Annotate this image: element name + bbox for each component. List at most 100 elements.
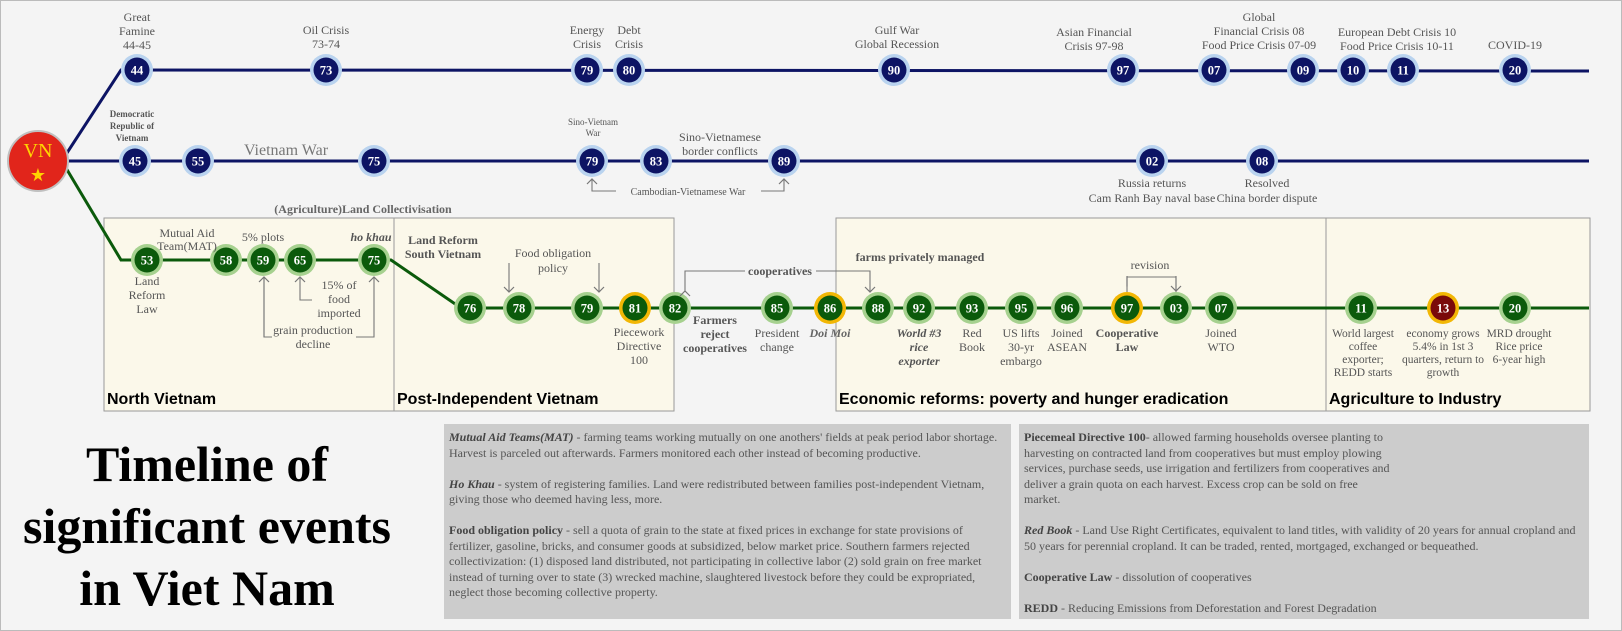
agriculture-node[interactable]: 81 <box>619 292 651 324</box>
agriculture-node[interactable]: 82 <box>659 292 691 324</box>
node-dot <box>1114 295 1140 321</box>
arrow-head <box>778 178 790 185</box>
political-node[interactable]: 55 <box>182 145 214 177</box>
node-year: 97 <box>1121 302 1134 316</box>
crisis-node[interactable]: 80 <box>613 54 645 86</box>
crisis-node[interactable]: 09 <box>1287 54 1319 86</box>
agriculture-node[interactable]: 88 <box>862 292 894 324</box>
node-year: 11 <box>1355 302 1367 316</box>
agriculture-node[interactable]: 11 <box>1345 292 1377 324</box>
political-node[interactable]: 08 <box>1246 145 1278 177</box>
agriculture-node[interactable]: 20 <box>1499 292 1531 324</box>
node-year: 02 <box>1146 155 1159 169</box>
agriculture-node[interactable]: 93 <box>956 292 988 324</box>
node-dot <box>122 148 148 174</box>
crisis-node[interactable]: 10 <box>1337 54 1369 86</box>
crisis-node[interactable]: 73 <box>310 54 342 86</box>
node-year: 03 <box>1170 302 1183 316</box>
event-label: European Debt Crisis 10 Food Price Crisis… <box>1338 25 1456 53</box>
node-dot <box>764 295 790 321</box>
arrow-head <box>503 286 515 293</box>
node-year: 85 <box>771 302 784 316</box>
crisis-node[interactable]: 97 <box>1107 54 1139 86</box>
event-label: Mutual Aid Team(MAT) <box>157 226 217 253</box>
agriculture-node[interactable]: 95 <box>1005 292 1037 324</box>
node-year: 81 <box>629 302 642 316</box>
node-year: 75 <box>368 155 381 169</box>
event-label: US lifts 30-yr embargo <box>1000 326 1042 368</box>
agriculture-node[interactable]: 85 <box>761 292 793 324</box>
agriculture-node[interactable]: 76 <box>454 292 486 324</box>
arrow-head <box>864 286 876 293</box>
node-year: 95 <box>1015 302 1028 316</box>
political-node[interactable]: 83 <box>640 145 672 177</box>
event-label: Gulf War Global Recession <box>855 23 939 51</box>
event-label: Asian Financial Crisis 97-98 <box>1056 25 1132 53</box>
node-dot <box>817 295 843 321</box>
crisis-node[interactable]: 79 <box>571 54 603 86</box>
node-dot <box>213 247 239 273</box>
node-dot <box>124 57 150 83</box>
event-label: economy grows 5.4% in 1st 3 quarters, retu… <box>1402 328 1484 379</box>
event-label: Food obligation policy <box>515 246 591 275</box>
political-node[interactable]: 45 <box>119 145 151 177</box>
node-dot <box>313 57 339 83</box>
agriculture-node[interactable]: 53 <box>131 244 163 276</box>
event-label: Farmers reject cooperatives <box>683 313 747 355</box>
event-label: Joined ASEAN <box>1047 326 1087 354</box>
event-label: revision <box>1131 258 1170 272</box>
political-node[interactable]: 75 <box>358 145 390 177</box>
node-dot <box>771 148 797 174</box>
agriculture-node[interactable]: 75 <box>358 244 390 276</box>
agriculture-node[interactable]: 86 <box>814 292 846 324</box>
agriculture-node[interactable]: 59 <box>247 244 279 276</box>
node-year: 65 <box>294 254 307 268</box>
event-label: MRD drought Rice price 6-year high <box>1487 328 1553 366</box>
agriculture-node[interactable]: 92 <box>903 292 935 324</box>
agriculture-node[interactable]: 78 <box>503 292 535 324</box>
node-year: 09 <box>1297 64 1310 78</box>
arrow-head <box>294 276 306 283</box>
node-dot <box>1201 57 1227 83</box>
agriculture-node[interactable]: 03 <box>1160 292 1192 324</box>
crisis-node[interactable]: 44 <box>121 54 153 86</box>
agriculture-node[interactable]: 97 <box>1111 292 1143 324</box>
political-node[interactable]: 79 <box>576 145 608 177</box>
page-title: Timeline of significant events in Viet Nam <box>1 433 413 619</box>
node-dot <box>622 295 648 321</box>
node-year: 10 <box>1347 64 1360 78</box>
glossary-entry: Food obligation policy - sell a quota of… <box>449 523 982 599</box>
event-label: Land Reform South Vietnam <box>405 233 481 261</box>
node-year: 20 <box>1509 302 1522 316</box>
political-node[interactable]: 02 <box>1136 145 1168 177</box>
node-year: 89 <box>778 155 791 169</box>
food-imported-bracket <box>299 278 312 301</box>
period-title: Economic reforms: poverty and hunger era… <box>839 391 1228 408</box>
node-year: 58 <box>220 254 233 268</box>
agriculture-node[interactable]: 13 <box>1427 292 1459 324</box>
event-label: Great Famine 44-45 <box>119 10 155 52</box>
period-box <box>1325 217 1591 412</box>
event-label: Joined WTO <box>1205 326 1236 354</box>
crisis-node[interactable]: 90 <box>878 54 910 86</box>
event-label: farms privately managed <box>856 250 985 264</box>
node-year: 97 <box>1117 64 1130 78</box>
agriculture-node[interactable]: 07 <box>1205 292 1237 324</box>
star-icon: ★ <box>30 165 46 186</box>
node-dot <box>616 57 642 83</box>
crisis-node[interactable]: 07 <box>1198 54 1230 86</box>
crisis-node[interactable]: 20 <box>1499 54 1531 86</box>
agriculture-node[interactable]: 79 <box>571 292 603 324</box>
crisis-node[interactable]: 11 <box>1387 54 1419 86</box>
agriculture-node[interactable]: 96 <box>1051 292 1083 324</box>
agriculture-node[interactable]: 65 <box>284 244 316 276</box>
node-year: 79 <box>586 155 599 169</box>
node-year: 82 <box>669 302 682 316</box>
political-node[interactable]: 89 <box>768 145 800 177</box>
event-label: President change <box>755 326 800 354</box>
agriculture-node[interactable]: 58 <box>210 244 242 276</box>
arrow-head <box>586 178 598 185</box>
node-dot <box>1054 295 1080 321</box>
node-year: 88 <box>872 302 885 316</box>
node-dot <box>361 247 387 273</box>
